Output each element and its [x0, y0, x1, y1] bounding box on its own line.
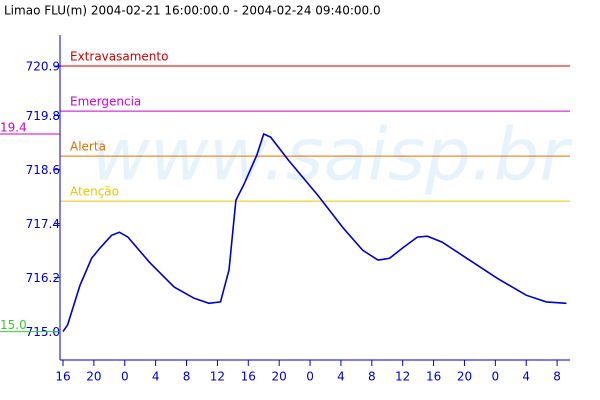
- x-tick-label: 16: [426, 370, 441, 384]
- x-tick-label: 8: [368, 370, 376, 384]
- x-tick-label: 12: [395, 370, 410, 384]
- x-tick-label: 0: [306, 370, 314, 384]
- y-tick-label: 718.6: [26, 163, 60, 177]
- x-tick-label: 20: [457, 370, 472, 384]
- max-label: 19.4: [0, 121, 27, 135]
- threshold-label: Atenção: [70, 185, 119, 199]
- watermark: www.saisp.br: [91, 113, 573, 197]
- x-tick-label: 8: [553, 370, 561, 384]
- x-tick-label: 0: [492, 370, 500, 384]
- x-tick-label: 4: [522, 370, 530, 384]
- x-tick-label: 20: [272, 370, 287, 384]
- x-tick-label: 0: [121, 370, 129, 384]
- x-tick-label: 12: [210, 370, 225, 384]
- x-tick-label: 16: [55, 370, 70, 384]
- y-tick-label: 719.8: [26, 109, 60, 123]
- threshold-label: Extravasamento: [70, 50, 168, 64]
- y-tick-label: 716.2: [26, 271, 60, 285]
- chart-title: Limao FLU(m) 2004-02-21 16:00:00.0 - 200…: [4, 4, 381, 18]
- threshold-label: Alerta: [70, 140, 106, 154]
- y-tick-label: 720.9: [26, 60, 60, 74]
- series-line: [62, 132, 567, 333]
- threshold-label: Emergencia: [70, 95, 141, 109]
- x-tick-label: 16: [241, 370, 256, 384]
- x-tick-label: 4: [337, 370, 345, 384]
- x-tick-label: 8: [183, 370, 191, 384]
- x-tick-label: 20: [86, 370, 101, 384]
- x-tick-label: 4: [152, 370, 160, 384]
- y-tick-label: 717.4: [26, 217, 60, 231]
- min-label: 15.0: [0, 318, 27, 332]
